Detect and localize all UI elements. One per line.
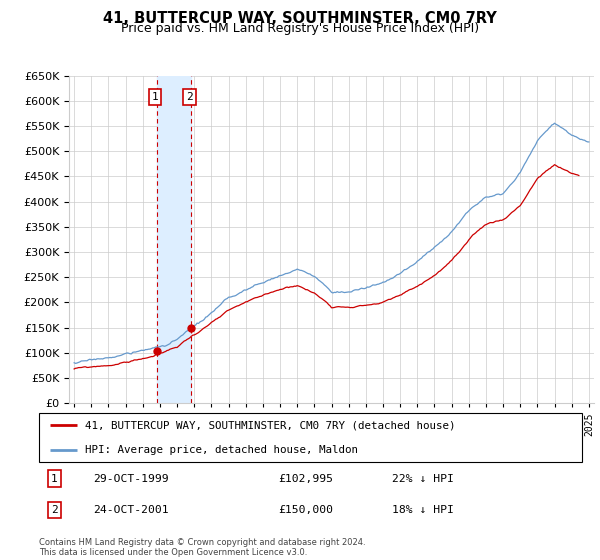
- Text: £150,000: £150,000: [278, 505, 333, 515]
- Text: 29-OCT-1999: 29-OCT-1999: [94, 474, 169, 483]
- Text: Price paid vs. HM Land Registry's House Price Index (HPI): Price paid vs. HM Land Registry's House …: [121, 22, 479, 35]
- Text: 24-OCT-2001: 24-OCT-2001: [94, 505, 169, 515]
- Text: 2: 2: [51, 505, 58, 515]
- Bar: [157, 76, 191, 403]
- Text: 18% ↓ HPI: 18% ↓ HPI: [392, 505, 454, 515]
- Text: Contains HM Land Registry data © Crown copyright and database right 2024.: Contains HM Land Registry data © Crown c…: [39, 538, 365, 547]
- Text: 41, BUTTERCUP WAY, SOUTHMINSTER, CM0 7RY: 41, BUTTERCUP WAY, SOUTHMINSTER, CM0 7RY: [103, 11, 497, 26]
- Text: 41, BUTTERCUP WAY, SOUTHMINSTER, CM0 7RY (detached house): 41, BUTTERCUP WAY, SOUTHMINSTER, CM0 7RY…: [85, 420, 455, 430]
- Text: This data is licensed under the Open Government Licence v3.0.: This data is licensed under the Open Gov…: [39, 548, 307, 557]
- Text: 2: 2: [186, 92, 193, 102]
- Text: HPI: Average price, detached house, Maldon: HPI: Average price, detached house, Mald…: [85, 445, 358, 455]
- Text: 22% ↓ HPI: 22% ↓ HPI: [392, 474, 454, 483]
- Text: 1: 1: [51, 474, 58, 483]
- Text: 1: 1: [152, 92, 158, 102]
- Text: £102,995: £102,995: [278, 474, 333, 483]
